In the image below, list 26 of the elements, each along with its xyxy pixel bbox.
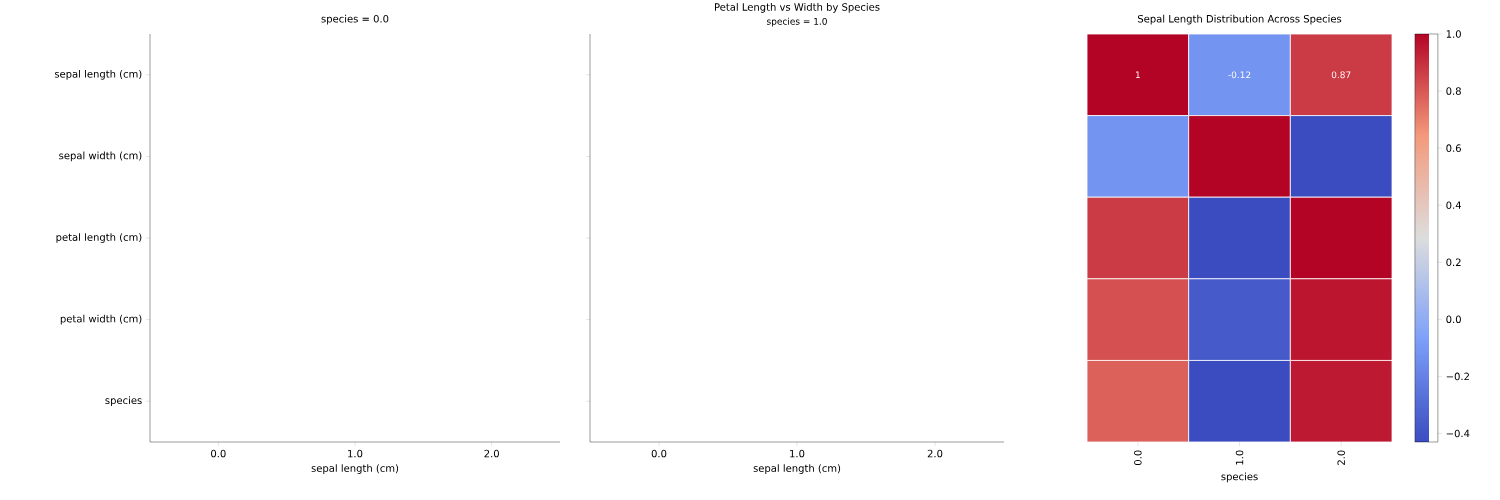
color-bar-label: −0.4 [1446, 429, 1470, 438]
x-tick-label: 1.0 [1235, 450, 1244, 465]
data-label: -0.12 [1228, 71, 1251, 79]
data-label: 1 [1135, 71, 1140, 79]
color-bar-label: 0.2 [1446, 258, 1461, 267]
text: Petal Length vs Width by Species [715, 3, 880, 13]
x-tick-label: 2.0 [1337, 450, 1345, 465]
category-label: sepal length (cm) [54, 69, 142, 80]
category-label: sepal width (cm) [59, 151, 142, 162]
color-bar-label: 0.6 [1446, 144, 1461, 152]
x-tick-label: 0.0 [1134, 450, 1142, 466]
chart-title: Sepal Length Distribution Across Species [1137, 14, 1342, 25]
x-axis-title: species [1221, 472, 1258, 483]
color-bar-label: 1.0 [1446, 30, 1461, 38]
color-bar-label: 0.4 [1446, 201, 1462, 209]
category-label: petal length (cm) [56, 233, 142, 243]
color-bar-label: 0.8 [1446, 87, 1461, 95]
data-label: 0.87 [1331, 71, 1351, 79]
color-bar-label: 0.0 [1446, 315, 1461, 324]
text: species = 0.0 [321, 14, 389, 25]
category-label: species [105, 396, 142, 407]
text: sepal length (cm) [753, 464, 841, 474]
color-bar-label: −0.2 [1446, 372, 1469, 381]
category-label: petal width (cm) [60, 314, 142, 325]
text: species = 1.0 [767, 17, 827, 27]
text: sepal length (cm) [311, 464, 399, 474]
